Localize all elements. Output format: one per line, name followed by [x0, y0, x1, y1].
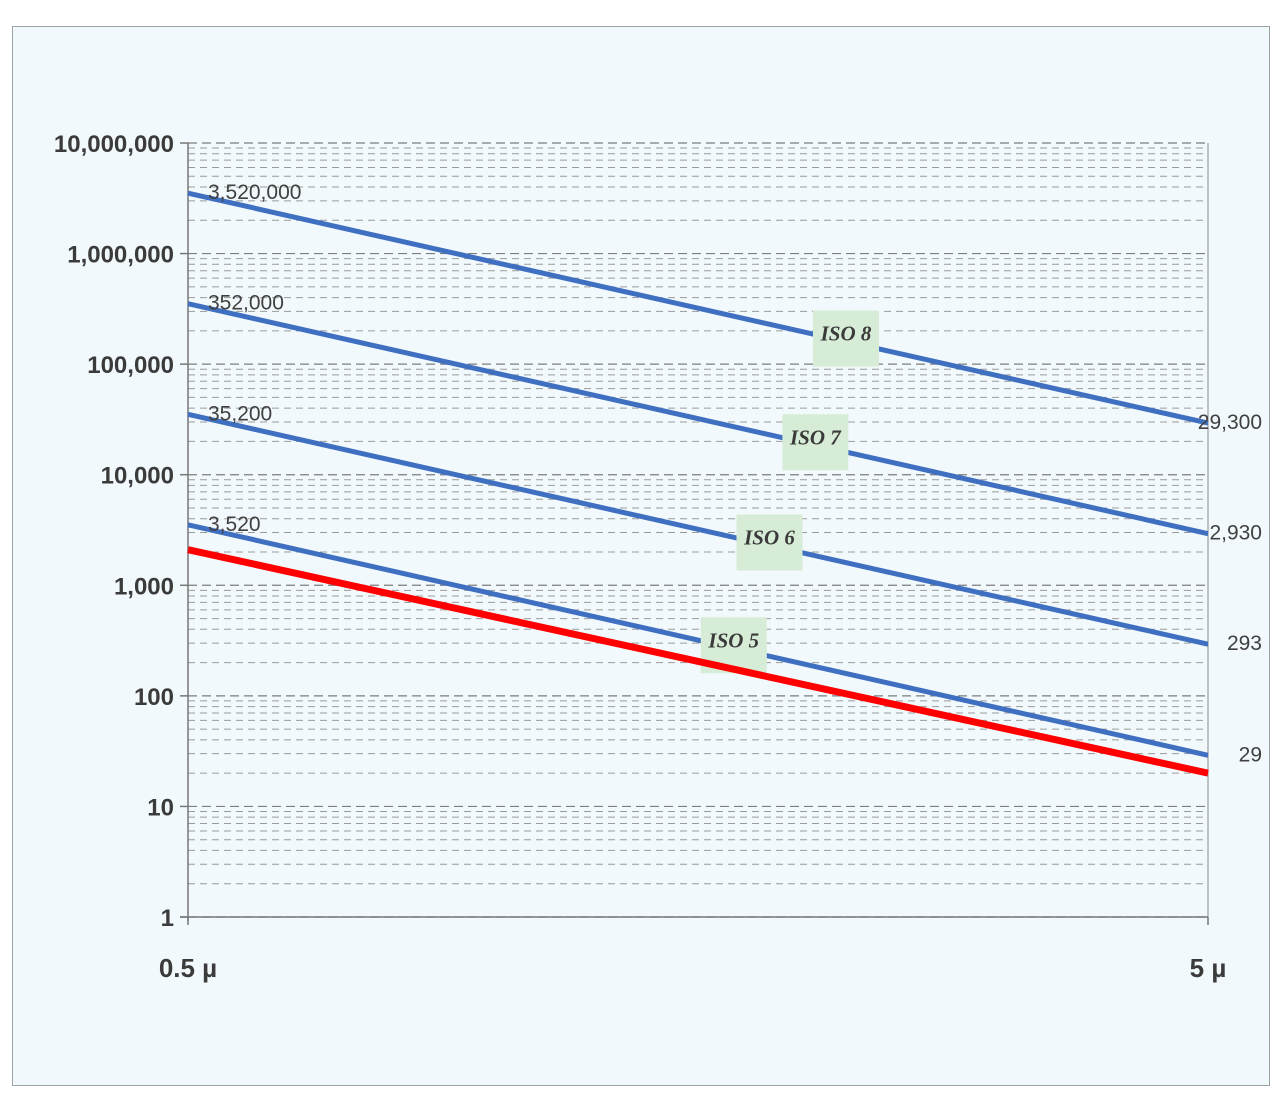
y-tick-label: 100	[134, 684, 174, 711]
red-series-line	[187, 546, 1209, 777]
series-line	[187, 522, 1209, 758]
y-tick-label: 10,000,000	[54, 131, 174, 158]
series-line	[187, 301, 1209, 537]
series-start-label-iso-6: 35,200	[208, 402, 272, 425]
series-tag-box-iso-6	[736, 514, 803, 571]
x-tick-label: 5 µ	[1190, 953, 1227, 983]
series-start-label-iso-5: 3,520	[208, 513, 261, 536]
series-tag-box-iso-8	[813, 310, 879, 367]
y-tick-label: 1	[161, 905, 174, 932]
y-tick-label: 1,000,000	[67, 242, 174, 269]
y-tick-label: 100,000	[87, 352, 174, 379]
series-tag-label-iso-5: ISO 5	[707, 628, 759, 652]
series-end-label-iso-7: 2,930	[1209, 522, 1262, 545]
series-end-label-iso-6: 293	[1227, 632, 1262, 655]
y-tick-label: 10	[147, 794, 174, 821]
series-tag-label-iso-8: ISO 8	[820, 322, 872, 346]
y-tick-label: 1,000	[114, 573, 174, 600]
series-tag-label-iso-7: ISO 7	[789, 425, 842, 449]
series-tag-box-iso-7	[782, 414, 849, 471]
series-tag-label-iso-6: ISO 6	[743, 526, 795, 550]
y-tick-label: 10,000	[101, 463, 174, 490]
series-line	[187, 411, 1209, 647]
series-end-label-iso-8: 29,300	[1198, 411, 1262, 434]
series-start-label-iso-7: 352,000	[208, 292, 284, 315]
series-start-label-iso-8: 3,520,000	[208, 181, 301, 204]
x-tick-label: 0.5 µ	[159, 953, 217, 983]
series-end-label-iso-5: 29	[1239, 743, 1262, 766]
series-line	[187, 190, 1209, 426]
